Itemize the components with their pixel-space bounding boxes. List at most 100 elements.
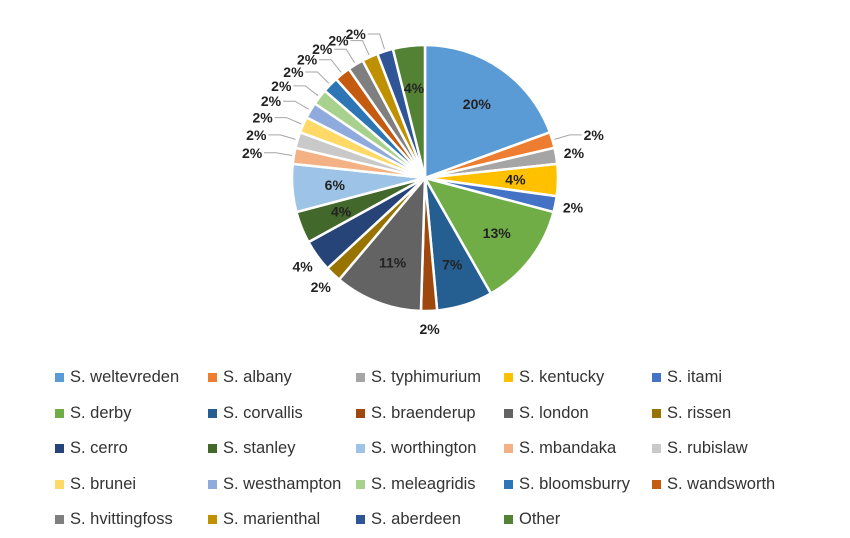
legend-label: S. itami [667, 368, 723, 387]
legend-label: S. stanley [223, 439, 296, 458]
legend-swatch [55, 515, 64, 525]
leader-line [305, 71, 330, 84]
leader-line [283, 100, 310, 110]
data-label: 6% [325, 177, 346, 193]
data-label: 2% [261, 93, 282, 109]
legend-item: S. derby [55, 404, 208, 423]
legend-label: S. corvallis [223, 403, 303, 422]
legend-row: S. hvittingfoss S. marienthal S. aberdeen O… [55, 502, 845, 538]
legend-swatch [356, 373, 365, 383]
legend-label: S. hvittingfoss [70, 510, 173, 529]
legend-item: S. marienthal [208, 510, 356, 529]
legend-label: S. rissen [667, 403, 732, 422]
legend-swatch [55, 373, 64, 383]
data-label: 2% [419, 321, 440, 337]
data-label: 2% [297, 52, 318, 68]
pie-slice [337, 174, 427, 313]
legend-swatch [208, 444, 217, 454]
legend: S. weltevreden S. albany S. typhimurium S. … [55, 360, 845, 538]
legend-item: S. rissen [652, 404, 800, 423]
data-label: 2% [312, 41, 333, 57]
legend-label: S. kentucky [519, 368, 605, 387]
legend-swatch [55, 408, 64, 418]
data-label: 2% [564, 145, 585, 161]
leader-line [319, 59, 342, 73]
legend-label: S. brunei [70, 474, 137, 493]
legend-label: S. worthington [371, 439, 477, 458]
leader-line [350, 40, 370, 56]
legend-label: S. london [519, 403, 589, 422]
legend-item: S. meleagridis [356, 475, 504, 494]
legend-item: S. stanley [208, 439, 356, 458]
data-label: 4% [292, 258, 313, 274]
legend-swatch [652, 408, 661, 418]
legend-swatch [356, 408, 365, 418]
data-label: 11% [379, 254, 407, 270]
data-label: 2% [252, 110, 273, 126]
legend-row: S. weltevreden S. albany S. typhimurium S. … [55, 360, 845, 396]
data-label: 2% [246, 127, 267, 143]
legend-swatch [356, 515, 365, 525]
data-label: 4% [505, 171, 526, 187]
legend-swatch [504, 479, 513, 489]
legend-row: S. derby S. corvallis S. braenderup S. lond… [55, 396, 845, 432]
legend-label: S. mbandaka [519, 439, 617, 458]
legend-item: S. westhampton [208, 475, 356, 494]
legend-swatch [356, 479, 365, 489]
legend-item: S. itami [652, 368, 800, 387]
legend-item: S. wandsworth [652, 475, 800, 494]
data-label: 2% [346, 26, 367, 42]
legend-label: S. aberdeen [371, 510, 461, 529]
leader-line [554, 134, 582, 140]
data-label: 2% [311, 279, 332, 295]
legend-swatch [356, 444, 365, 454]
legend-swatch [208, 408, 217, 418]
legend-label: S. weltevreden [70, 368, 180, 387]
legend-item: S. mbandaka [504, 439, 652, 458]
data-label: 7% [442, 256, 463, 272]
legend-swatch [504, 408, 513, 418]
data-label: 4% [331, 204, 352, 220]
legend-row: S. cerro S. stanley S. worthington S. mband… [55, 431, 845, 467]
legend-swatch [208, 373, 217, 383]
legend-item: S. kentucky [504, 368, 652, 387]
legend-swatch [504, 373, 513, 383]
legend-item: S. braenderup [356, 404, 504, 423]
legend-swatch [652, 479, 661, 489]
legend-item: S. aberdeen [356, 510, 504, 529]
legend-label: S. cerro [70, 439, 128, 458]
legend-label: S. meleagridis [371, 474, 476, 493]
leader-line [293, 85, 319, 97]
legend-item: S. weltevreden [55, 368, 208, 387]
legend-label: S. wandsworth [667, 474, 776, 493]
leader-line [264, 152, 292, 156]
legend-label: S. braenderup [371, 403, 476, 422]
legend-label: S. rubislaw [667, 439, 748, 458]
pie-slice [422, 176, 556, 296]
legend-label: S. bloomsburry [519, 474, 630, 493]
legend-item: S. bloomsburry [504, 475, 652, 494]
data-label: 2% [563, 200, 584, 216]
data-label: 4% [404, 80, 425, 96]
pie-slice [391, 43, 427, 179]
legend-label: Other [519, 510, 561, 529]
legend-swatch [208, 515, 217, 525]
legend-swatch [55, 479, 64, 489]
legend-label: S. typhimurium [371, 368, 482, 387]
data-label: 2% [328, 33, 349, 49]
legend-item: S. hvittingfoss [55, 510, 208, 529]
legend-item: S. albany [208, 368, 356, 387]
legend-item: S. london [504, 404, 652, 423]
legend-item: S. cerro [55, 439, 208, 458]
legend-swatch [504, 515, 513, 525]
legend-swatch [55, 444, 64, 454]
legend-item: S. rubislaw [652, 439, 800, 458]
legend-label: S. marienthal [223, 510, 321, 529]
data-label: 2% [283, 64, 304, 80]
legend-swatch [652, 373, 661, 383]
legend-item: S. worthington [356, 439, 504, 458]
data-label: 20% [463, 96, 492, 112]
leader-line [334, 48, 356, 64]
data-label: 2% [584, 127, 605, 143]
